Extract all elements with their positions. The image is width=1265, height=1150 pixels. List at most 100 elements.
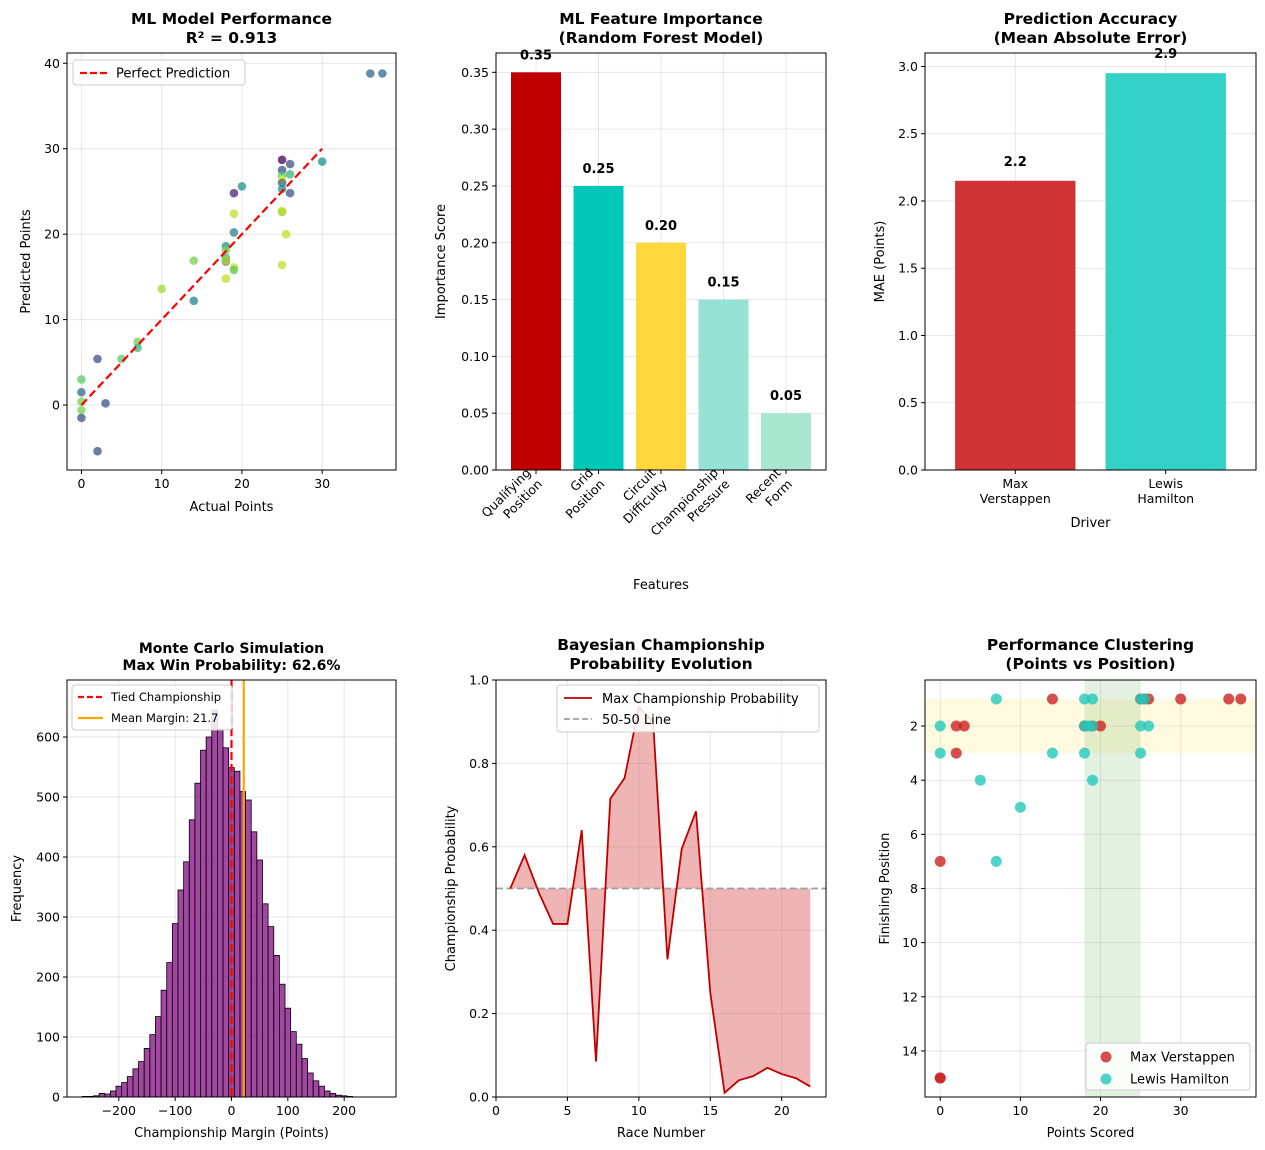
histogram-bar <box>177 889 185 1098</box>
cluster-point <box>958 720 970 732</box>
y-tick-label: 40 <box>44 56 60 71</box>
y-tick-label: 300 <box>36 910 60 925</box>
cluster-point <box>934 720 946 732</box>
x-tick-label: Verstappen <box>980 491 1051 506</box>
cluster-point <box>990 693 1002 705</box>
histogram-bar <box>295 1043 303 1098</box>
y-tick-label: 0.4 <box>469 923 489 938</box>
x-tick-label: 200 <box>332 1103 356 1118</box>
x-axis-label: Actual Points <box>190 500 274 515</box>
scatter-point <box>221 274 231 283</box>
x-tick-label: 20 <box>774 1103 790 1118</box>
chart-title: Prediction Accuracy <box>1004 10 1178 28</box>
scatter-point <box>277 184 287 194</box>
scatter-point <box>229 209 239 218</box>
histogram-bar <box>155 1016 162 1098</box>
cluster-point <box>950 720 962 732</box>
chart-title: R² = 0.913 <box>186 29 278 47</box>
legend-box <box>71 684 233 731</box>
histogram-bar <box>200 749 207 1098</box>
y-tick-label: 0 <box>52 1090 60 1105</box>
legend-label: Tied Championship <box>110 690 221 704</box>
scatter-point <box>285 159 295 169</box>
y-tick-label: 30 <box>44 141 60 156</box>
histogram-bar <box>143 1048 151 1098</box>
x-tick-label: 5 <box>563 1103 571 1118</box>
histogram-bar <box>160 989 168 1098</box>
x-tick-label: 0 <box>77 476 85 491</box>
bar <box>1105 73 1226 470</box>
scatter-point <box>317 157 327 166</box>
y-tick-label: 1.0 <box>898 328 918 343</box>
bar <box>698 299 749 470</box>
scatter-point <box>93 446 102 456</box>
histogram-bar <box>205 736 213 1098</box>
x-tick-label: Hamilton <box>1137 491 1194 506</box>
y-tick-label: 0.2 <box>469 1006 489 1021</box>
y-tick-label: 400 <box>36 850 60 865</box>
y-tick-label: 0.30 <box>461 122 489 137</box>
bar-value-label: 0.35 <box>520 48 552 63</box>
y-tick-label: 0.15 <box>461 292 489 307</box>
scatter-point <box>77 405 86 415</box>
cluster-point <box>974 774 986 786</box>
histogram-bar <box>278 983 286 1098</box>
x-tick-label: 20 <box>234 476 250 491</box>
legend-label: Mean Margin: 21.7 <box>111 711 218 725</box>
chart-title: (Points vs Position) <box>1005 655 1175 673</box>
x-tick-label: 0 <box>228 1103 236 1118</box>
y-tick-label: 0.20 <box>461 235 489 250</box>
chart-title: (Random Forest Model) <box>559 29 764 47</box>
histogram-bar <box>183 861 190 1098</box>
histogram-bar <box>250 831 258 1098</box>
y-tick-label: 0.6 <box>469 839 489 854</box>
x-axis-label: Points Scored <box>1047 1126 1135 1141</box>
y-tick-label: 14 <box>902 1043 918 1058</box>
histogram-bar <box>109 1090 117 1098</box>
histogram-bar <box>138 1061 145 1098</box>
probability-area <box>510 707 811 1093</box>
chart-title: Probability Evolution <box>569 655 752 673</box>
scatter-point <box>277 165 287 175</box>
legend-label: Perfect Prediction <box>116 67 230 82</box>
cluster-point <box>1087 774 1099 786</box>
scatter-point <box>101 399 110 408</box>
histogram-bar <box>171 923 179 1098</box>
histogram-bar <box>290 1031 297 1098</box>
legend: Max Verstappen Lewis Hamilton <box>1085 1042 1251 1091</box>
bar <box>511 72 561 471</box>
y-axis-label: Championship Probability <box>444 805 459 971</box>
histogram-bar <box>273 955 280 1098</box>
bar <box>573 185 624 470</box>
scatter-point <box>378 69 387 78</box>
bar-value-label: 2.2 <box>1004 155 1027 170</box>
x-tick-label: 30 <box>314 476 330 491</box>
y-axis-label: MAE (Points) <box>873 221 888 303</box>
x-tick-label: 100 <box>276 1103 300 1118</box>
y-axis-label: Predicted Points <box>19 209 34 313</box>
legend-label: Lewis Hamilton <box>1130 1073 1229 1088</box>
y-tick-label: 2.0 <box>898 193 918 208</box>
histogram-bar <box>98 1093 106 1098</box>
cluster-point <box>1135 720 1147 732</box>
y-tick-label: 4 <box>910 773 918 788</box>
performance-clustering-chart: 2 4 6 8 10 12 14 0 10 20 30 Max Verstappen Lewis Ham… <box>878 636 1257 1141</box>
cluster-point <box>1014 801 1026 813</box>
x-tick-label: 30 <box>1173 1103 1189 1118</box>
cluster-point <box>1046 693 1058 705</box>
scatter-point <box>229 188 239 198</box>
histogram-bar <box>284 1007 292 1098</box>
scatter-point <box>277 155 287 165</box>
histogram-bar <box>166 962 173 1098</box>
x-tick-label: 0 <box>492 1103 500 1118</box>
y-tick-label: 12 <box>902 989 918 1004</box>
y-tick-label: 10 <box>44 312 60 327</box>
x-tick-label: −200 <box>102 1103 136 1118</box>
histogram-bar <box>307 1072 314 1098</box>
bar <box>636 242 686 470</box>
x-axis-label: Features <box>633 578 689 593</box>
histogram-bar <box>301 1058 308 1098</box>
bar-value-label: 0.25 <box>582 162 614 177</box>
